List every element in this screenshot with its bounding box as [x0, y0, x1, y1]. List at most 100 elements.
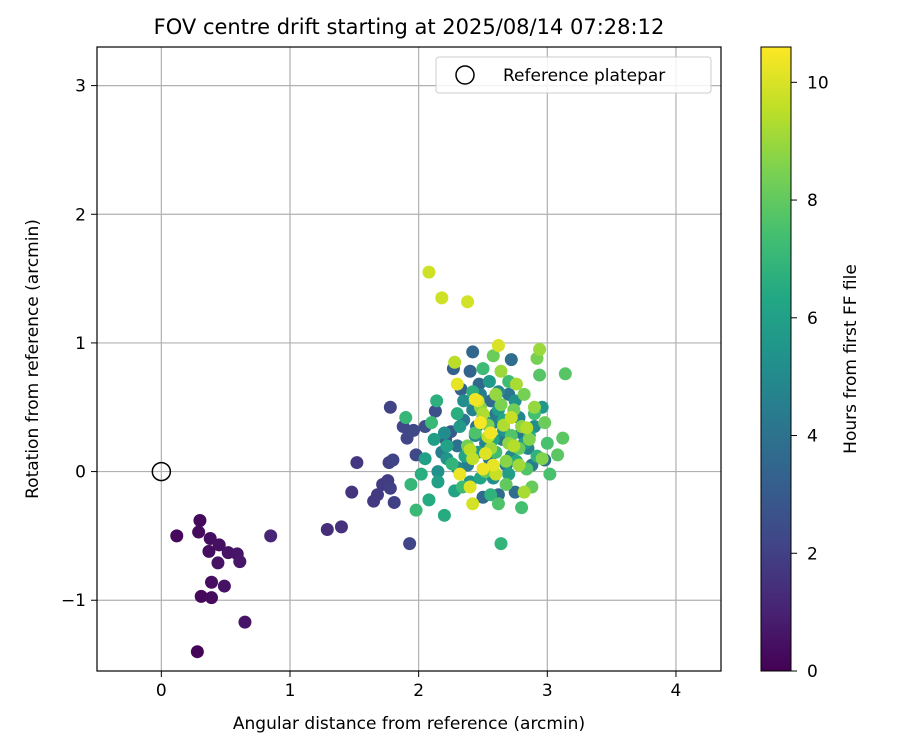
- data-point: [334, 520, 348, 534]
- data-point: [466, 452, 480, 466]
- data-point: [407, 423, 421, 437]
- data-point: [463, 480, 477, 494]
- data-point: [463, 364, 477, 378]
- data-point: [517, 485, 531, 499]
- data-point: [453, 420, 467, 434]
- data-point: [502, 467, 516, 481]
- data-point: [233, 555, 247, 569]
- data-point: [450, 377, 464, 391]
- legend-label: Reference platepar: [503, 66, 665, 86]
- data-point: [540, 436, 554, 450]
- data-point: [522, 432, 536, 446]
- data-point: [445, 457, 459, 471]
- data-point: [418, 452, 432, 466]
- data-point: [494, 364, 508, 378]
- data-point: [473, 416, 487, 430]
- colorbar: [760, 46, 792, 672]
- data-point: [509, 377, 523, 391]
- data-point: [437, 426, 451, 440]
- colorbar-tick-label: 8: [807, 191, 818, 211]
- data-point: [431, 475, 445, 489]
- data-point: [543, 467, 557, 481]
- data-point: [440, 439, 454, 453]
- data-point: [489, 387, 503, 401]
- data-point: [507, 439, 521, 453]
- x-tick-label: 4: [671, 681, 682, 701]
- data-point: [538, 416, 552, 430]
- data-point: [491, 497, 505, 511]
- data-point: [427, 432, 441, 446]
- colorbar-tick-label: 6: [807, 309, 818, 329]
- data-point: [556, 431, 570, 445]
- data-point: [350, 456, 364, 470]
- data-point: [170, 529, 184, 543]
- data-point: [450, 439, 464, 453]
- y-tick-label: 2: [75, 205, 86, 225]
- data-point: [486, 349, 500, 363]
- data-point: [512, 458, 526, 472]
- data-point: [205, 591, 219, 605]
- legend: Reference platepar: [435, 56, 712, 94]
- x-axis-label: Angular distance from reference (arcmin): [233, 714, 585, 734]
- data-point: [345, 485, 359, 499]
- data-point: [466, 345, 480, 359]
- data-point: [476, 462, 490, 476]
- x-tick-label: 1: [285, 681, 296, 701]
- data-point: [499, 477, 513, 491]
- data-point: [468, 393, 482, 407]
- data-point: [430, 394, 444, 408]
- data-point: [450, 407, 464, 421]
- data-point: [527, 400, 541, 414]
- data-point: [383, 481, 397, 495]
- data-point: [387, 495, 401, 509]
- data-point: [238, 615, 252, 629]
- data-point: [551, 448, 565, 462]
- data-point: [431, 465, 445, 479]
- data-point: [203, 531, 217, 545]
- data-point: [508, 485, 522, 499]
- data-point: [190, 645, 204, 659]
- data-point: [409, 503, 423, 517]
- data-point: [482, 375, 496, 389]
- data-point: [499, 454, 513, 468]
- data-point: [437, 508, 451, 522]
- legend-box: [435, 56, 712, 94]
- data-point: [422, 265, 436, 279]
- data-point: [533, 368, 547, 382]
- plot-frame: [96, 46, 722, 672]
- y-tick-label: −1: [61, 591, 86, 611]
- data-point: [448, 355, 462, 369]
- scatter-points: [170, 265, 572, 659]
- data-point: [457, 394, 471, 408]
- data-point: [192, 525, 206, 539]
- data-point: [494, 537, 508, 551]
- data-point: [535, 452, 549, 466]
- colorbar-tick-label: 4: [807, 427, 818, 447]
- data-point: [399, 411, 413, 425]
- data-point: [484, 488, 498, 502]
- data-point: [403, 537, 417, 551]
- axis-ticks: 0 1 2 3 4 −1 0 1 2 3: [61, 77, 681, 701]
- data-point: [476, 362, 490, 376]
- x-tick-label: 2: [413, 681, 424, 701]
- data-point: [484, 426, 498, 440]
- data-point: [461, 295, 475, 309]
- colorbar-tick-label: 2: [807, 544, 818, 564]
- data-point: [494, 398, 508, 412]
- data-point: [425, 416, 439, 430]
- data-point: [517, 387, 531, 401]
- colorbar-tick-label: 10: [807, 73, 829, 93]
- data-point: [194, 589, 208, 603]
- data-point: [193, 513, 207, 527]
- data-point: [264, 529, 278, 543]
- data-point: [422, 493, 436, 507]
- data-point: [515, 501, 529, 515]
- data-point: [453, 467, 467, 481]
- data-point: [320, 522, 334, 536]
- data-point: [414, 467, 428, 481]
- data-point: [217, 579, 231, 593]
- data-point: [558, 367, 572, 381]
- data-point: [212, 538, 226, 552]
